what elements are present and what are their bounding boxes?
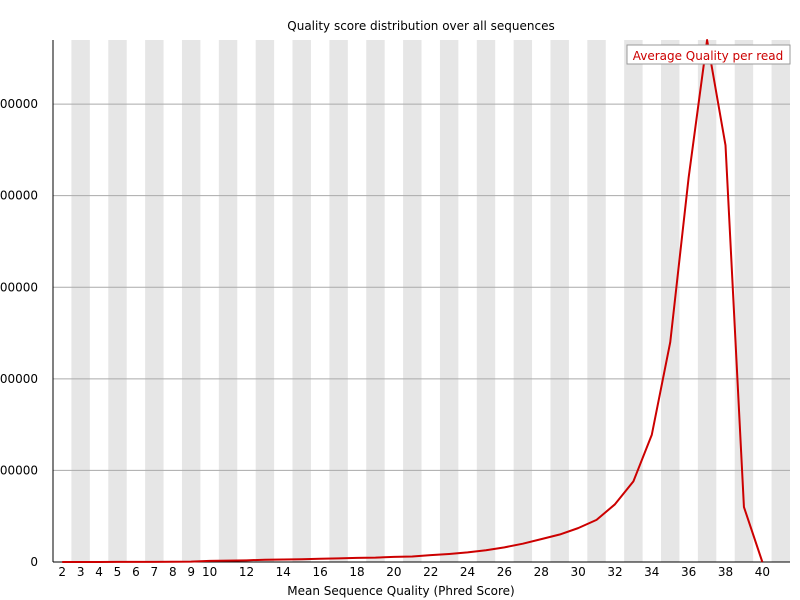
band (771, 40, 791, 562)
band (476, 40, 496, 562)
alternating-bands (71, 40, 791, 562)
x-tick-label: 2 (58, 565, 66, 579)
series-lines (62, 39, 764, 563)
y-tick-label: 500000 (0, 97, 38, 111)
x-tick-label: 12 (239, 565, 254, 579)
x-tick-label: 6 (132, 565, 140, 579)
legend-box (626, 44, 791, 65)
x-tick-label: 32 (607, 565, 622, 579)
band (697, 40, 717, 562)
band (513, 40, 533, 562)
x-tick-label: 34 (644, 565, 659, 579)
band (550, 40, 569, 562)
x-tick-label: 38 (718, 565, 733, 579)
band (108, 40, 127, 562)
x-tick-label: 16 (313, 565, 328, 579)
band (624, 40, 643, 562)
x-tick-label: 3 (77, 565, 85, 579)
y-gridlines (53, 103, 790, 471)
x-tick-label: 10 (202, 565, 217, 579)
x-tick-label: 14 (276, 565, 291, 579)
band (661, 40, 680, 562)
band (366, 40, 385, 562)
band (71, 40, 90, 562)
x-tick-label: 28 (534, 565, 549, 579)
y-tick-label: 100000 (0, 463, 38, 477)
x-axis-label: Mean Sequence Quality (Phred Score) (287, 584, 515, 598)
y-tick-label: 200000 (0, 372, 38, 386)
series-line (62, 39, 764, 563)
x-tick-label: 8 (169, 565, 177, 579)
band (734, 40, 754, 562)
x-tick-label: 36 (681, 565, 696, 579)
x-tick-label: 20 (386, 565, 401, 579)
band (403, 40, 422, 562)
chart-title: Quality score distribution over all sequ… (287, 19, 554, 33)
x-tick-label: 18 (349, 565, 364, 579)
y-tick-labels: 0 100000 200000 300000 400000 500000 (0, 97, 38, 569)
band (255, 40, 275, 562)
band (292, 40, 311, 562)
x-tick-label: 22 (423, 565, 438, 579)
y-tick-label: 400000 (0, 189, 38, 203)
x-tick-label: 4 (95, 565, 103, 579)
band (181, 40, 201, 562)
x-tick-label: 24 (460, 565, 475, 579)
band (329, 40, 348, 562)
band (218, 40, 238, 562)
legend: Average Quality per read (626, 44, 791, 65)
y-tick-label: 0 (30, 555, 38, 569)
x-tick-label: 26 (497, 565, 512, 579)
band (145, 40, 164, 562)
band (587, 40, 606, 562)
x-tick-label: 7 (151, 565, 159, 579)
x-tick-label: 9 (187, 565, 195, 579)
x-tick-labels: 2 3 4 5 6 7 8 9 10 12 14 16 18 20 22 24 26 28 30 32 34 36 38 40 (58, 565, 770, 579)
x-tick-label: 30 (570, 565, 585, 579)
x-tick-label: 5 (114, 565, 122, 579)
legend-label: Average Quality per read (633, 49, 784, 63)
y-tick-label: 300000 (0, 280, 38, 294)
band (439, 40, 459, 562)
x-tick-label: 40 (755, 565, 770, 579)
